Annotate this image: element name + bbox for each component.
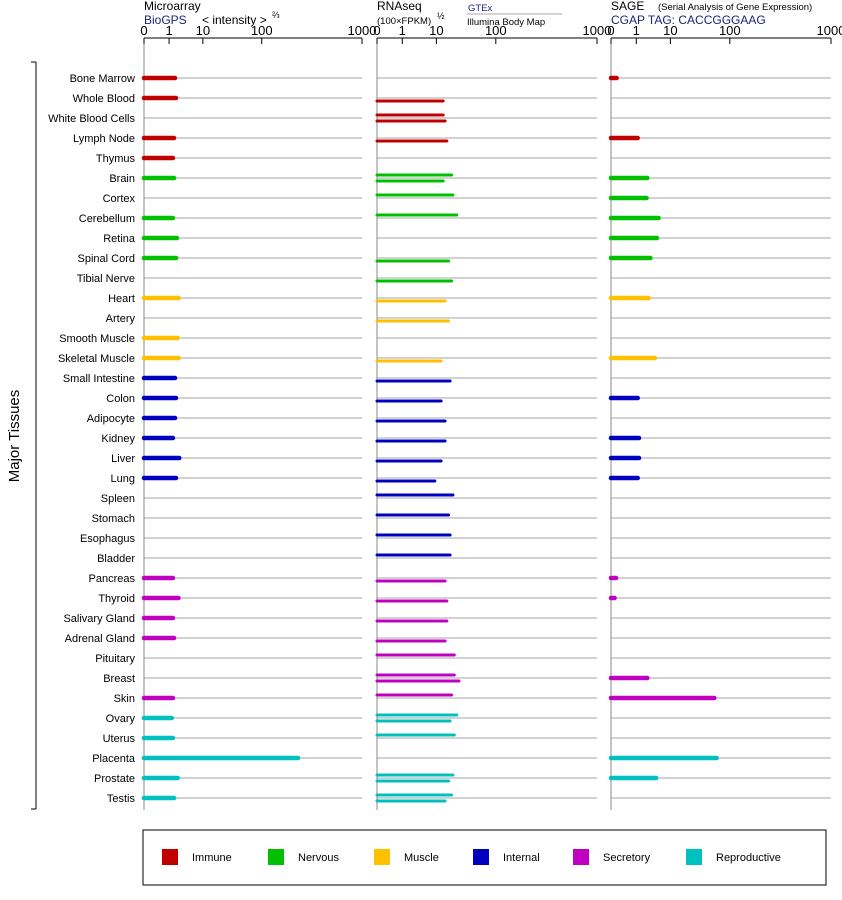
tissue-label: Pancreas: [89, 573, 136, 585]
tissue-label: Colon: [106, 393, 135, 405]
tick-label: 0: [140, 23, 147, 38]
tissue-label: Kidney: [101, 433, 135, 445]
sage-subtitle: CGAP TAG: CACCGGGAAG: [611, 13, 766, 27]
legend-label: Reproductive: [716, 852, 781, 864]
tissue-label: Liver: [111, 453, 135, 465]
microarray-scale-exponent: ⅔: [272, 10, 280, 20]
tick-label: 10: [663, 23, 677, 38]
legend-label: Nervous: [298, 852, 339, 864]
tissue-label: Spleen: [101, 493, 135, 505]
tissue-label: Lymph Node: [73, 133, 135, 145]
legend-box: [142, 829, 827, 886]
tissue-label: Placenta: [92, 753, 136, 765]
tissue-label: Ovary: [106, 713, 136, 725]
tick-label: 1000: [583, 23, 612, 38]
rnaseq-scale-exponent: ½: [437, 11, 445, 21]
microarray-subtitle: BioGPS: [144, 13, 187, 27]
tick-label: 1: [633, 23, 640, 38]
tick-label: 100: [719, 23, 741, 38]
tissue-label: Pituitary: [95, 653, 135, 665]
tissue-label: Adrenal Gland: [65, 633, 135, 645]
tissue-label: Retina: [103, 233, 136, 245]
microarray-scale-label: < intensity >: [202, 13, 267, 27]
legend-swatch: [162, 849, 178, 865]
tissue-label: Adipocyte: [87, 413, 135, 425]
tick-label: 1: [165, 23, 172, 38]
legend-label: Muscle: [404, 852, 439, 864]
tick-label: 1000: [348, 23, 377, 38]
legend-label: Immune: [192, 852, 232, 864]
gtex-label: GTEx: [468, 3, 493, 14]
sage-subtitle-small: (Serial Analysis of Gene Expression): [658, 2, 812, 13]
tissue-label: Whole Blood: [73, 93, 135, 105]
tissue-label: Testis: [107, 793, 136, 805]
tissue-label: Cortex: [103, 193, 136, 205]
rnaseq-title: RNAseq: [377, 0, 422, 13]
tissue-label: Skeletal Muscle: [58, 353, 135, 365]
rnaseq-subtitle: (100×FPKM): [377, 16, 431, 27]
tick-label: 0: [607, 23, 614, 38]
legend-label: Internal: [503, 852, 540, 864]
legend-swatch: [473, 849, 489, 865]
tissue-label: Thymus: [96, 153, 136, 165]
y-axis-label: Major Tissues: [6, 390, 23, 483]
tissue-label: Skin: [114, 693, 135, 705]
illumina-label: Illumina Body Map: [467, 17, 545, 28]
legend-label: Secretory: [603, 852, 651, 864]
tick-label: 100: [485, 23, 507, 38]
tissue-label: Smooth Muscle: [59, 333, 135, 345]
legend-swatch: [268, 849, 284, 865]
tissue-label: White Blood Cells: [48, 113, 135, 125]
tissue-label: Brain: [109, 173, 135, 185]
tissue-label: Heart: [108, 293, 135, 305]
microarray-title: Microarray: [144, 0, 201, 13]
tissue-label: Bladder: [97, 553, 135, 565]
tick-label: 10: [196, 23, 210, 38]
tick-label: 1: [399, 23, 406, 38]
tissue-label: Tibial Nerve: [77, 273, 135, 285]
tissue-label: Stomach: [92, 513, 135, 525]
tissue-label: Lung: [111, 473, 135, 485]
tissue-label: Bone Marrow: [70, 73, 135, 85]
tissue-label: Cerebellum: [79, 213, 135, 225]
tissue-label: Artery: [106, 313, 136, 325]
tick-label: 10: [429, 23, 443, 38]
legend-swatch: [573, 849, 589, 865]
legend-swatch: [374, 849, 390, 865]
tissue-label: Prostate: [94, 773, 135, 785]
tick-label: 0: [373, 23, 380, 38]
tissue-label: Uterus: [103, 733, 136, 745]
sage-title: SAGE: [611, 0, 644, 13]
tick-label: 100: [251, 23, 273, 38]
tissue-label: Breast: [103, 673, 135, 685]
tissue-label: Small Intestine: [63, 373, 135, 385]
tissue-label: Esophagus: [80, 533, 136, 545]
legend-swatch: [686, 849, 702, 865]
tick-label: 1000: [817, 23, 842, 38]
tissue-label: Thyroid: [98, 593, 135, 605]
tissue-label: Salivary Gland: [63, 613, 135, 625]
tissue-label: Spinal Cord: [78, 253, 135, 265]
